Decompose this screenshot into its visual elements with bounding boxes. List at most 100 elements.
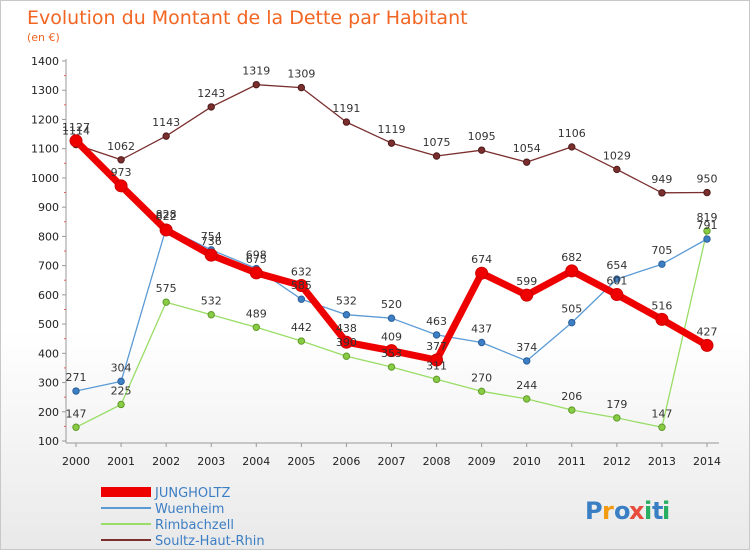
data-point-jungholtz: [475, 266, 489, 280]
data-label-jungholtz: 682: [561, 251, 582, 264]
data-point-jungholtz: [520, 288, 534, 302]
data-point-rimbachzell: [568, 406, 576, 414]
data-point-soultz-haut-rhin: [568, 143, 576, 151]
logo-letter: i: [644, 497, 652, 525]
x-tick-label: 2010: [513, 455, 541, 468]
y-tick-label: 300: [38, 377, 59, 390]
data-label-jungholtz: 409: [381, 331, 402, 344]
data-label-wuenheim: 505: [561, 303, 582, 316]
data-point-wuenheim: [568, 318, 576, 327]
data-label-wuenheim: 654: [606, 259, 627, 272]
x-tick-label: 2005: [287, 455, 315, 468]
data-label-wuenheim: 698: [246, 249, 267, 262]
data-point-wuenheim: [432, 331, 441, 339]
data-point-wuenheim: [387, 314, 396, 322]
data-label-soultz-haut-rhin: 1191: [332, 102, 360, 115]
data-label-jungholtz: 822: [156, 210, 177, 223]
data-point-rimbachzell: [613, 414, 621, 422]
data-label-soultz-haut-rhin: 1106: [558, 127, 586, 140]
x-tick-label: 2003: [197, 455, 225, 468]
data-point-rimbachzell: [477, 387, 486, 396]
data-point-soultz-haut-rhin: [297, 83, 306, 92]
data-label-wuenheim: 532: [336, 295, 357, 308]
data-point-wuenheim: [658, 260, 666, 268]
y-tick-label: 600: [38, 289, 59, 302]
y-tick-label: 100: [38, 435, 59, 448]
data-label-jungholtz: 674: [471, 253, 492, 266]
data-label-soultz-haut-rhin: 1054: [513, 142, 541, 155]
x-tick-label: 2011: [558, 455, 586, 468]
data-label-rimbachzell: 147: [651, 407, 672, 420]
logo-letter: i: [662, 497, 670, 525]
legend-label-soultz-haut-rhin: Soultz-Haut-Rhin: [155, 534, 265, 549]
data-point-soultz-haut-rhin: [342, 118, 351, 126]
data-point-wuenheim: [117, 377, 125, 386]
y-tick-label: 1100: [31, 143, 59, 156]
data-label-jungholtz: 516: [651, 299, 672, 312]
data-label-rimbachzell: 147: [66, 407, 87, 420]
data-point-wuenheim: [342, 311, 351, 319]
x-tick-label: 2007: [378, 455, 406, 468]
data-label-jungholtz: 377: [426, 340, 447, 353]
data-point-rimbachzell: [207, 311, 215, 319]
data-label-jungholtz: 973: [111, 166, 132, 179]
data-point-soultz-haut-rhin: [703, 188, 711, 197]
y-tick-label: 700: [38, 260, 59, 273]
x-tick-label: 2012: [603, 455, 631, 468]
data-point-jungholtz: [700, 338, 714, 352]
logo-letter: r: [602, 497, 614, 525]
data-label-wuenheim: 304: [111, 361, 132, 374]
data-label-jungholtz: 601: [606, 275, 627, 288]
data-point-soultz-haut-rhin: [432, 152, 441, 160]
x-tick-label: 2009: [468, 455, 496, 468]
data-point-soultz-haut-rhin: [387, 139, 396, 147]
data-point-wuenheim: [477, 338, 486, 347]
y-tick-label: 200: [38, 406, 59, 419]
data-label-rimbachzell: 225: [111, 384, 132, 397]
y-tick-label: 1300: [31, 84, 59, 97]
data-label-soultz-haut-rhin: 1309: [287, 68, 315, 81]
data-label-rimbachzell: 311: [426, 359, 447, 372]
data-point-rimbachzell: [387, 363, 396, 371]
logo-letter: x: [629, 497, 645, 525]
x-tick-label: 2002: [152, 455, 180, 468]
chart-title: Evolution du Montant de la Dette par Hab…: [27, 7, 468, 29]
data-label-jungholtz: 427: [697, 325, 718, 338]
data-label-jungholtz: 632: [291, 265, 312, 278]
data-point-jungholtz: [610, 288, 624, 302]
x-tick-label: 2004: [242, 455, 270, 468]
data-point-jungholtz: [114, 179, 128, 193]
y-tick-label: 1000: [31, 172, 59, 185]
legend-label-wuenheim: Wuenheim: [155, 502, 224, 517]
data-point-rimbachzell: [703, 227, 711, 235]
data-label-soultz-haut-rhin: 1119: [378, 123, 406, 136]
data-point-rimbachzell: [342, 352, 351, 360]
data-point-soultz-haut-rhin: [207, 103, 215, 111]
data-labels: 1114 1062 1143 1243 1319 1309 1191 1119 1075 1095…: [62, 65, 718, 421]
data-label-soultz-haut-rhin: 1114: [62, 125, 90, 138]
series-layer: [69, 80, 714, 431]
x-tick-label: 2014: [693, 455, 721, 468]
data-label-rimbachzell: 179: [606, 398, 627, 411]
logo-letter: P: [585, 497, 603, 525]
legend: JUNGHOLTZWuenheimRimbachzellSoultz-Haut-…: [101, 486, 265, 549]
data-label-jungholtz: 736: [201, 235, 222, 248]
series-jungholtz: [69, 134, 714, 367]
data-label-soultz-haut-rhin: 1029: [603, 149, 631, 162]
data-point-jungholtz: [565, 264, 579, 278]
data-point-wuenheim: [523, 357, 531, 365]
data-point-rimbachzell: [523, 395, 531, 403]
data-label-soultz-haut-rhin: 1143: [152, 116, 180, 129]
series-line-soultz-haut-rhin: [75, 84, 708, 194]
data-label-rimbachzell: 353: [381, 347, 402, 360]
data-point-jungholtz: [339, 335, 353, 349]
data-point-jungholtz: [655, 312, 669, 326]
y-tick-label: 1200: [31, 113, 59, 126]
data-label-jungholtz: 438: [336, 322, 357, 335]
x-tick-label: 2001: [107, 455, 135, 468]
y-tick-label: 400: [38, 347, 59, 360]
data-label-jungholtz: 599: [516, 275, 537, 288]
data-point-jungholtz: [294, 278, 308, 292]
